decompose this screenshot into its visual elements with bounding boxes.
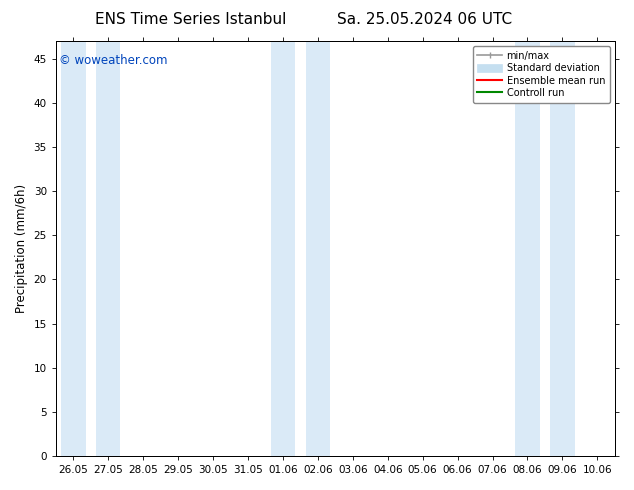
- Text: Sa. 25.05.2024 06 UTC: Sa. 25.05.2024 06 UTC: [337, 12, 512, 27]
- Text: © woweather.com: © woweather.com: [58, 54, 167, 67]
- Bar: [515, 41, 540, 456]
- Bar: [61, 41, 86, 456]
- Y-axis label: Precipitation (mm/6h): Precipitation (mm/6h): [15, 184, 28, 313]
- Text: ENS Time Series Istanbul: ENS Time Series Istanbul: [94, 12, 286, 27]
- Legend: min/max, Standard deviation, Ensemble mean run, Controll run: min/max, Standard deviation, Ensemble me…: [472, 46, 610, 103]
- Bar: [306, 41, 330, 456]
- Bar: [271, 41, 295, 456]
- Bar: [550, 41, 574, 456]
- Bar: [96, 41, 120, 456]
